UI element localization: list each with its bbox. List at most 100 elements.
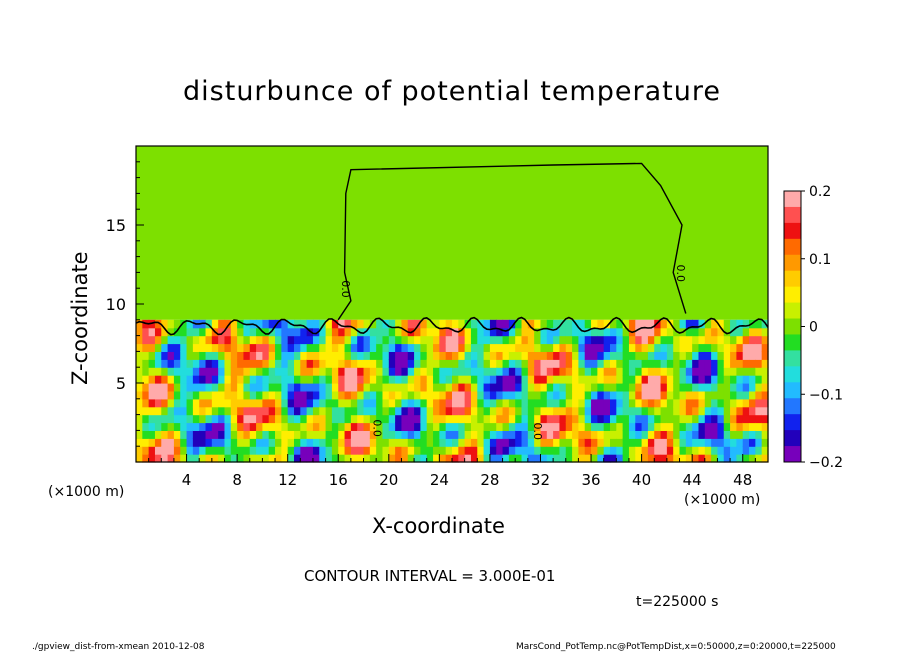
field-cell xyxy=(496,367,504,376)
field-cell xyxy=(711,343,719,352)
field-cell xyxy=(211,430,219,439)
field-cell xyxy=(148,446,156,455)
field-cell xyxy=(224,343,232,352)
field-cell xyxy=(572,414,579,424)
field-cell xyxy=(679,406,687,416)
field-cell xyxy=(199,351,207,360)
field-cell xyxy=(717,343,725,352)
field-cell xyxy=(572,446,579,455)
field-cell xyxy=(344,446,352,455)
field-cell xyxy=(167,422,175,431)
field-cell xyxy=(584,359,592,368)
field-cell xyxy=(173,398,181,408)
x-axis-label: X-coordinate xyxy=(372,514,505,538)
field-cell xyxy=(641,414,649,424)
field-cell xyxy=(591,351,598,360)
field-cell xyxy=(584,390,592,400)
field-cell xyxy=(142,343,150,352)
field-cell xyxy=(445,335,453,345)
field-cell xyxy=(205,319,213,329)
field-cell xyxy=(755,319,763,329)
field-cell xyxy=(357,390,365,400)
field-cell xyxy=(723,367,731,376)
plot-field xyxy=(136,146,769,463)
field-cell xyxy=(527,438,535,447)
field-cell xyxy=(344,359,352,368)
field-cell xyxy=(382,327,390,337)
field-cell xyxy=(192,414,200,424)
field-cell xyxy=(281,422,289,431)
field-cell xyxy=(673,319,681,329)
field-cell xyxy=(243,438,251,447)
field-cell xyxy=(376,446,384,455)
field-cell xyxy=(508,327,516,337)
field-cell xyxy=(161,422,169,431)
field-cell xyxy=(218,359,226,368)
field-cell xyxy=(306,406,314,416)
field-cell xyxy=(616,406,624,416)
field-cell xyxy=(211,359,219,368)
field-cell xyxy=(192,390,200,400)
field-cell xyxy=(420,351,428,360)
field-cell xyxy=(603,438,611,447)
field-cell xyxy=(610,335,617,345)
field-cell xyxy=(338,406,346,416)
field-cell xyxy=(148,406,156,416)
field-cell xyxy=(622,375,630,384)
field-cell xyxy=(496,327,504,337)
field-cell xyxy=(331,319,339,329)
field-cell xyxy=(610,438,617,447)
field-cell xyxy=(161,375,169,384)
field-cell xyxy=(439,383,447,392)
field-cell xyxy=(559,422,567,431)
field-cell xyxy=(306,359,314,368)
colorbar-swatch xyxy=(784,191,801,208)
field-cell xyxy=(496,343,504,352)
field-cell xyxy=(281,359,289,368)
field-cell xyxy=(470,430,478,439)
field-cell xyxy=(635,375,643,384)
footer-right: MarsCond_PotTemp.nc@PotTempDist,x=0:5000… xyxy=(516,642,836,652)
field-cell xyxy=(357,359,365,368)
field-cell xyxy=(477,390,485,400)
field-cell xyxy=(578,422,586,431)
field-cell xyxy=(502,438,510,447)
field-cell xyxy=(761,406,769,416)
field-cell xyxy=(489,398,497,408)
field-cell xyxy=(161,438,169,447)
field-cell xyxy=(186,343,194,352)
field-cell xyxy=(666,406,674,416)
field-cell xyxy=(401,438,409,447)
field-cell xyxy=(287,343,295,352)
field-cell xyxy=(578,319,586,329)
field-cell xyxy=(489,367,497,376)
field-cell xyxy=(711,335,719,345)
field-cell xyxy=(470,390,478,400)
field-cell xyxy=(256,359,263,368)
field-cell xyxy=(610,319,617,329)
field-cell xyxy=(275,343,282,352)
field-cell xyxy=(584,383,592,392)
field-cell xyxy=(319,398,327,408)
field-cell xyxy=(167,446,175,455)
field-cell xyxy=(275,327,282,337)
field-cell xyxy=(470,367,478,376)
field-cell xyxy=(673,367,681,376)
field-cell xyxy=(483,398,491,408)
field-cell xyxy=(433,319,440,329)
field-cell xyxy=(698,438,706,447)
field-cell xyxy=(300,422,308,431)
field-cell xyxy=(572,383,579,392)
field-cell xyxy=(641,390,649,400)
field-cell xyxy=(186,446,194,455)
field-cell xyxy=(521,390,529,400)
field-cell xyxy=(395,438,403,447)
field-cell xyxy=(470,351,478,360)
field-cell xyxy=(414,398,421,408)
field-cell xyxy=(136,406,143,416)
field-cell xyxy=(205,335,213,345)
field-cell xyxy=(192,406,200,416)
x-axis: 4 8 12 16 20 24 28 32 36 40 44 48 xyxy=(148,454,756,489)
field-cell xyxy=(294,343,301,352)
field-cell xyxy=(382,414,390,424)
